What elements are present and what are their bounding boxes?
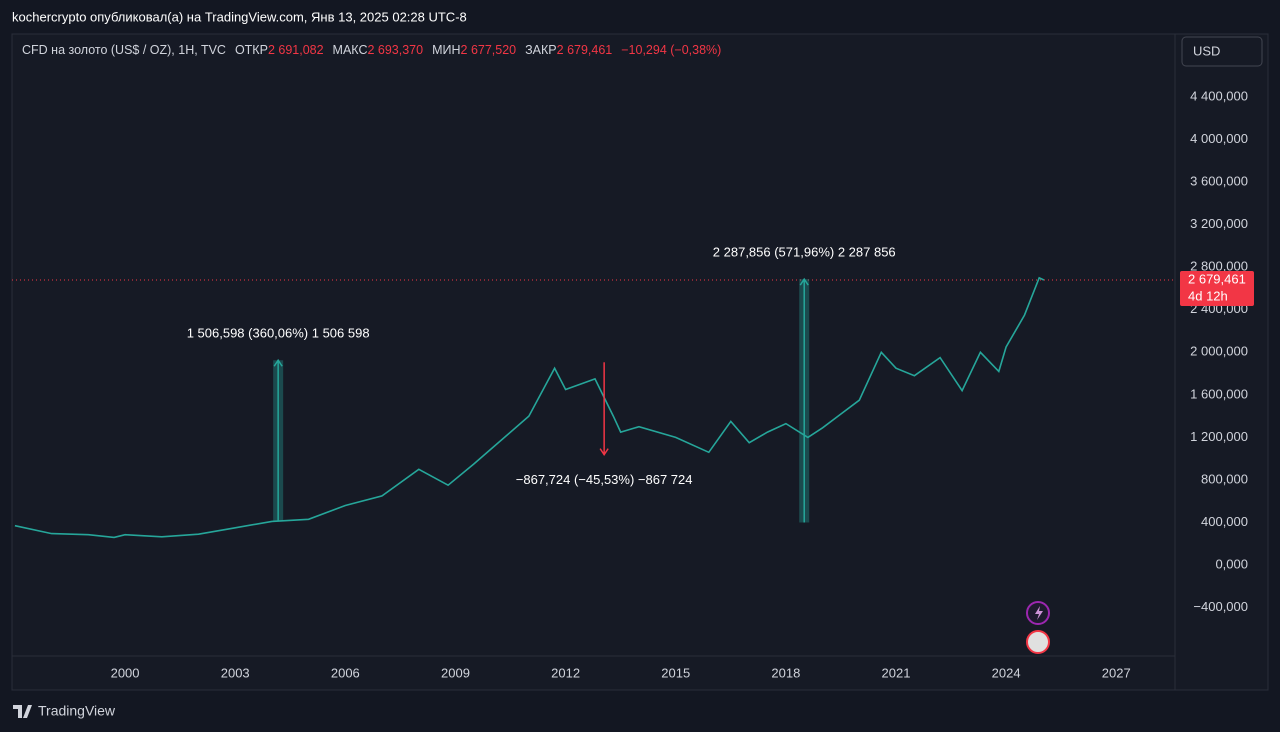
arrow-head bbox=[799, 277, 809, 286]
arrow-head bbox=[599, 448, 609, 456]
ohlc-value: 2 677,520 bbox=[461, 43, 517, 57]
y-tick-label: 4 400,000 bbox=[1190, 88, 1248, 103]
y-tick-label: 2 800,000 bbox=[1190, 259, 1248, 274]
y-tick-label: 0,000 bbox=[1215, 556, 1248, 571]
x-tick-label: 2000 bbox=[111, 665, 140, 680]
x-tick-label: 2021 bbox=[882, 665, 911, 680]
brand: TradingView bbox=[13, 703, 116, 719]
country-icon[interactable] bbox=[1026, 630, 1050, 654]
countdown: 4d 12h bbox=[1188, 288, 1228, 303]
legend: CFD на золото (US$ / OZ), 1H, TVC ОТКР2 6… bbox=[22, 43, 721, 57]
y-tick-label: 2 000,000 bbox=[1190, 344, 1248, 359]
y-tick-label: 4 000,000 bbox=[1190, 131, 1248, 146]
y-tick-label: −400,000 bbox=[1193, 599, 1248, 614]
y-tick-label: 800,000 bbox=[1201, 471, 1248, 486]
measure-label: 1 506,598 (360,06%) 1 506 598 bbox=[187, 326, 370, 341]
currency-button[interactable] bbox=[1181, 36, 1263, 67]
brand-name: TradingView bbox=[38, 703, 116, 719]
x-tick-label: 2015 bbox=[661, 665, 690, 680]
y-tick-label: 400,000 bbox=[1201, 514, 1248, 529]
price-line bbox=[14, 276, 1045, 539]
change: −10,294 (−0,38%) bbox=[621, 43, 721, 57]
ohlc-value: 2 679,461 bbox=[557, 43, 613, 57]
ohlc-value: 2 693,370 bbox=[367, 43, 423, 57]
x-tick-label: 2006 bbox=[331, 665, 360, 680]
ohlc-name: ОТКР bbox=[235, 43, 268, 57]
y-tick-label: 1 200,000 bbox=[1190, 429, 1248, 444]
y-tick-label: 3 200,000 bbox=[1190, 216, 1248, 231]
y-tick-label: 3 600,000 bbox=[1190, 174, 1248, 189]
last-price-box bbox=[1180, 271, 1254, 307]
chart-pane bbox=[11, 33, 1269, 691]
x-tick-label: 2003 bbox=[221, 665, 250, 680]
currency[interactable]: USD bbox=[1193, 43, 1220, 58]
x-tick-label: 2027 bbox=[1102, 665, 1131, 680]
brand-logo bbox=[13, 705, 32, 718]
measure-label: −867,724 (−45,53%) −867 724 bbox=[516, 472, 693, 487]
x-tick-label: 2024 bbox=[992, 665, 1021, 680]
ohlc-value: 2 691,082 bbox=[268, 43, 324, 57]
ohlc-name: МАКС bbox=[333, 43, 368, 57]
x-tick-label: 2018 bbox=[771, 665, 800, 680]
ohlc-name: ЗАКР bbox=[525, 43, 557, 57]
measure-label: 2 287,856 (571,96%) 2 287 856 bbox=[713, 245, 896, 260]
x-tick-label: 2012 bbox=[551, 665, 580, 680]
symbol: CFD на золото (US$ / OZ), 1H, TVC bbox=[22, 43, 226, 57]
ohlc-name: МИН bbox=[432, 43, 460, 57]
last-price-label: 2 679,461 bbox=[1188, 271, 1246, 286]
x-tick-label: 2009 bbox=[441, 665, 470, 680]
header: kochercrypto опубликовал(а) на TradingVi… bbox=[12, 9, 467, 24]
arrow-head bbox=[273, 358, 283, 367]
event-bolt bbox=[1035, 606, 1043, 620]
y-tick-label: 1 600,000 bbox=[1190, 386, 1248, 401]
